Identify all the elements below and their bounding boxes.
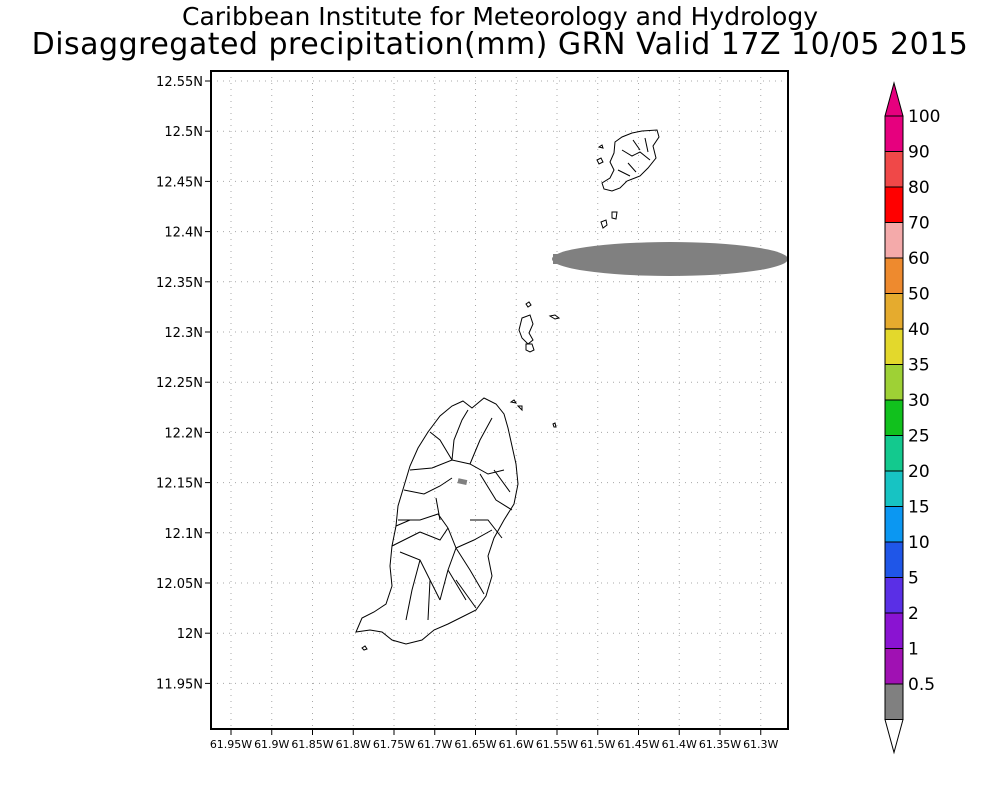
legend-label: 25 xyxy=(908,427,930,447)
y-tick-label: 11.95N xyxy=(156,677,203,692)
legend-swatch xyxy=(884,683,904,720)
legend-swatch xyxy=(884,470,904,507)
legend-label: 90 xyxy=(908,143,930,163)
legend-swatch xyxy=(884,577,904,614)
grenada-island xyxy=(355,397,519,651)
legend-swatch xyxy=(884,151,904,188)
y-tick-label: 12.4N xyxy=(164,226,203,241)
legend-swatch xyxy=(884,328,904,365)
legend-label: 80 xyxy=(908,178,930,198)
legend-under-triangle xyxy=(884,719,904,755)
y-tick-label: 12.45N xyxy=(156,175,203,190)
carriacou-island xyxy=(596,129,660,229)
legend-swatch xyxy=(884,364,904,401)
legend-swatch xyxy=(884,293,904,330)
y-tick-label: 12.2N xyxy=(164,426,203,441)
legend-swatch xyxy=(884,186,904,223)
legend-label: 20 xyxy=(908,462,930,482)
legend-label: 2 xyxy=(908,604,919,624)
rain-area-0p5-1mm xyxy=(552,242,788,276)
legend-label: 50 xyxy=(908,285,930,305)
grid-lines xyxy=(211,71,788,729)
org-title: Caribbean Institute for Meteorology and … xyxy=(182,2,818,31)
legend-swatch xyxy=(884,648,904,685)
legend-swatch xyxy=(884,257,904,294)
ronde-island xyxy=(509,301,561,428)
legend-label: 5 xyxy=(908,569,919,589)
y-tick-label: 12.15N xyxy=(156,477,203,492)
x-tick-label: 61.75W xyxy=(373,738,415,751)
y-tick-label: 12N xyxy=(177,627,203,642)
x-tick-label: 61.5W xyxy=(580,738,615,751)
y-tick-label: 12.25N xyxy=(156,376,203,391)
legend-swatch xyxy=(884,612,904,649)
legend-over-triangle xyxy=(884,81,904,117)
x-tick-label: 61.6W xyxy=(499,738,534,751)
y-tick-label: 12.5N xyxy=(164,125,203,140)
x-tick-label: 61.4W xyxy=(662,738,697,751)
precip-legend xyxy=(884,81,904,755)
legend-swatch xyxy=(884,399,904,436)
legend-label: 100 xyxy=(908,107,940,127)
legend-label: 10 xyxy=(908,533,930,553)
legend-swatch xyxy=(884,115,904,152)
y-tick-label: 12.35N xyxy=(156,276,203,291)
x-axis: 61.95W 61.9W 61.85W 61.8W 61.75W 61.7W 61.65W 6… xyxy=(210,729,779,751)
legend-swatch xyxy=(884,222,904,259)
x-tick-label: 61.65W xyxy=(454,738,496,751)
legend-label: 15 xyxy=(908,498,930,518)
x-tick-label: 61.8W xyxy=(336,738,371,751)
y-tick-label: 12.3N xyxy=(164,326,203,341)
legend-swatch xyxy=(884,506,904,543)
legend-labels: 100 90 80 70 60 50 40 35 30 25 20 15 10 5 2 1 0.5 xyxy=(908,107,940,695)
legend-label: 30 xyxy=(908,391,930,411)
product-title: Disaggregated precipitation(mm) GRN Vali… xyxy=(31,27,969,62)
map-frame xyxy=(210,70,789,730)
legend-label: 35 xyxy=(908,356,930,376)
legend-label: 1 xyxy=(908,640,919,660)
y-axis: 12.55N 12.5N 12.45N 12.4N 12.35N 12.3N 12.25N 1… xyxy=(156,75,211,692)
rain-spot xyxy=(457,478,468,485)
legend-label: 0.5 xyxy=(908,675,935,695)
x-tick-label: 61.3W xyxy=(743,738,778,751)
legend-label: 60 xyxy=(908,249,930,269)
x-tick-label: 61.45W xyxy=(617,738,659,751)
rain-area-edge xyxy=(553,254,561,264)
x-tick-label: 61.9W xyxy=(254,738,289,751)
legend-label: 40 xyxy=(908,320,930,340)
legend-swatch xyxy=(884,435,904,472)
legend-label: 70 xyxy=(908,214,930,234)
x-tick-label: 61.85W xyxy=(291,738,333,751)
x-tick-label: 61.7W xyxy=(417,738,452,751)
x-tick-label: 61.95W xyxy=(210,738,252,751)
y-tick-label: 12.1N xyxy=(164,527,203,542)
legend-swatch xyxy=(884,541,904,578)
x-tick-label: 61.55W xyxy=(536,738,578,751)
y-tick-label: 12.55N xyxy=(156,75,203,90)
y-tick-label: 12.05N xyxy=(156,577,203,592)
x-tick-label: 61.35W xyxy=(699,738,741,751)
